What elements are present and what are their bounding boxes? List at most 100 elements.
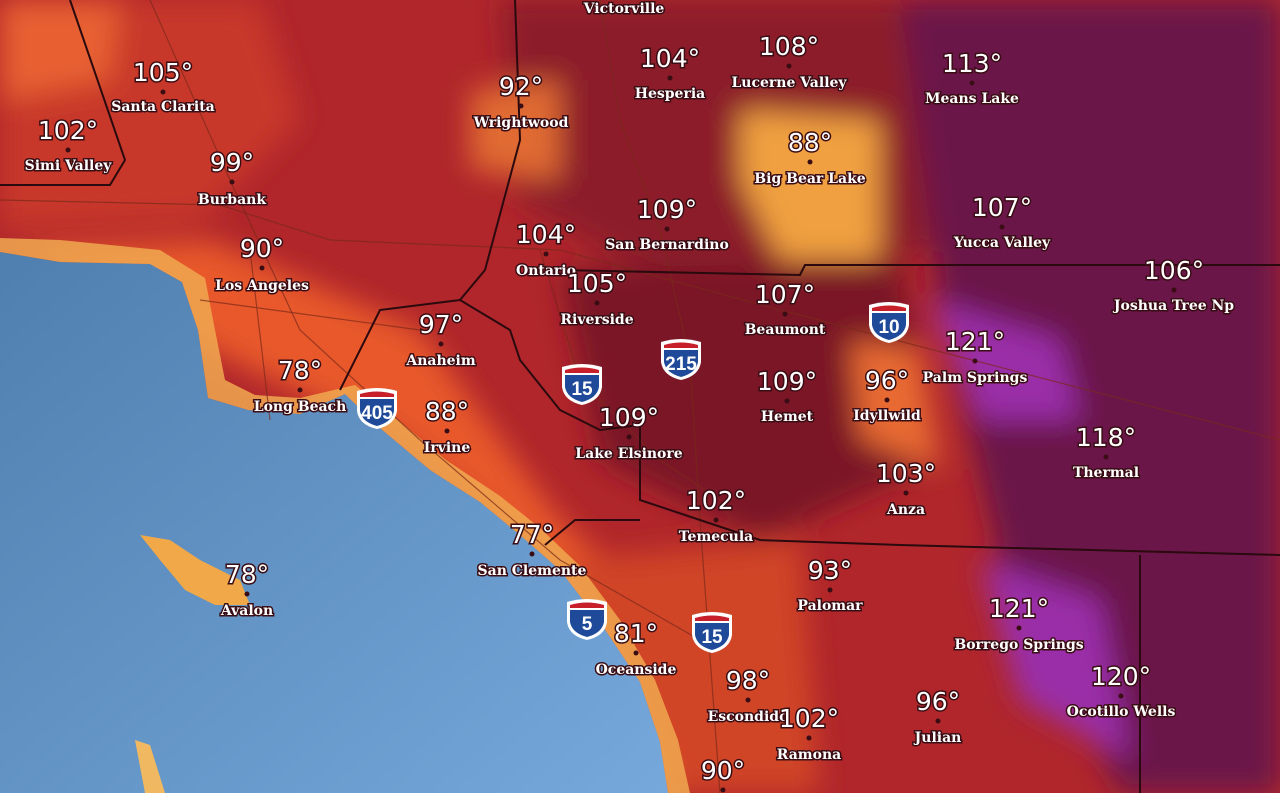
place-dot (784, 398, 790, 404)
place: 107° Beaumont (743, 279, 827, 340)
place-dot (65, 147, 71, 153)
place-name: Victorville (583, 1, 665, 17)
place: 102° Ramona (775, 703, 842, 765)
temperature: 109° (599, 403, 659, 432)
shields: 10 215 15 405 5 15 (357, 302, 909, 653)
temperature: 104° (516, 220, 576, 249)
shield-body (570, 610, 604, 637)
place-dot (594, 300, 600, 306)
temperature: 99° (210, 148, 254, 177)
temperature: 121° (945, 327, 1005, 356)
shield-top (664, 342, 698, 348)
labels: Victorville 105° Santa Clarita 102° Simi Val… (23, 0, 1236, 793)
place-name: Anaheim (405, 353, 476, 369)
shield-top (570, 602, 604, 608)
place: 97° Anaheim (404, 309, 478, 371)
island (135, 740, 165, 793)
place: 108° Lucerne Valley (730, 31, 849, 93)
place: 118° Thermal (1071, 422, 1140, 483)
place-dot (529, 551, 535, 557)
shield-top (872, 305, 906, 311)
temperature: 113° (942, 49, 1002, 78)
shield-top (360, 391, 394, 397)
place-name: Simi Valley (25, 158, 113, 174)
place: 104° Hesperia (633, 43, 706, 104)
place-dot (438, 341, 444, 347)
place: 109° Lake Elsinore (574, 402, 684, 464)
place-dot (160, 89, 166, 95)
temperature: 102° (779, 704, 839, 733)
place-name: Means Lake (925, 91, 1019, 107)
place-dot (713, 517, 719, 523)
shield-number: 10 (878, 317, 899, 338)
ocean (0, 252, 668, 793)
place-name: Los Angeles (215, 278, 309, 294)
county-border (339, 299, 461, 391)
place-dot (626, 434, 632, 440)
place: 105° Santa Clarita (110, 57, 217, 117)
place-name: Ocotillo Wells (1067, 704, 1176, 720)
interstate-shield: 15 (692, 612, 732, 653)
place: 99° Burbank (196, 147, 267, 210)
place-dot (786, 63, 792, 69)
county-border (544, 519, 640, 546)
place-name: Irvine (424, 440, 471, 456)
place-dot (297, 387, 303, 393)
place-name: Santa Clarita (111, 99, 215, 115)
temperature: 120° (1091, 662, 1151, 691)
place: 81° Oceanside (594, 618, 678, 680)
place: Victorville (581, 0, 666, 19)
place-dot (518, 103, 524, 109)
temperature: 121° (989, 594, 1049, 623)
interstate-shield: 5 (567, 599, 607, 640)
shield-body (664, 350, 698, 377)
road (199, 249, 421, 421)
temperature: 118° (1076, 423, 1136, 452)
place-dot (884, 397, 890, 403)
county-border (0, 0, 127, 186)
temperature: 78° (278, 356, 322, 385)
temperature: 106° (1144, 256, 1204, 285)
place: 102° Simi Valley (23, 115, 114, 176)
temperature: 90° (240, 234, 284, 263)
place-name: Hesperia (635, 86, 705, 102)
place-name: Beaumont (745, 322, 826, 338)
place-name: San Bernardino (605, 237, 729, 253)
place-dot (244, 591, 250, 597)
place-name: Joshua Tree Np (1112, 298, 1234, 314)
place-dot (1016, 625, 1022, 631)
place-name: Ramona (777, 747, 841, 763)
place: 109° San Bernardino (604, 194, 731, 255)
place-name: Lucerne Valley (731, 75, 847, 91)
interstate-shield: 10 (869, 302, 909, 343)
place: 96° Idyllwild (852, 365, 923, 426)
place: 77° San Clemente (476, 519, 588, 581)
temperature: 93° (808, 556, 852, 585)
place-name: Wrightwood (473, 115, 569, 131)
place: 105° Riverside (559, 268, 635, 330)
place-dot (782, 311, 788, 317)
place: 104° Ontario (514, 219, 577, 281)
shield-body (872, 313, 906, 340)
place: 109° Hemet (755, 366, 818, 427)
place: 102° Temecula (677, 485, 755, 547)
temperature: 107° (755, 280, 815, 309)
place-name: Burbank (198, 192, 266, 208)
temperature: 90° (701, 756, 745, 785)
place-dot (999, 224, 1005, 230)
place: 103° Anza (874, 458, 937, 520)
place-dot (664, 226, 670, 232)
temperature: 104° (640, 44, 700, 73)
shield-number: 215 (665, 354, 697, 375)
shield-number: 15 (571, 379, 593, 400)
place: 120° Ocotillo Wells (1065, 661, 1177, 722)
place-name: Julian (913, 730, 962, 746)
temperature: 98° (726, 666, 770, 695)
shield-body (360, 399, 394, 426)
place: 121° Palm Springs (921, 326, 1029, 388)
